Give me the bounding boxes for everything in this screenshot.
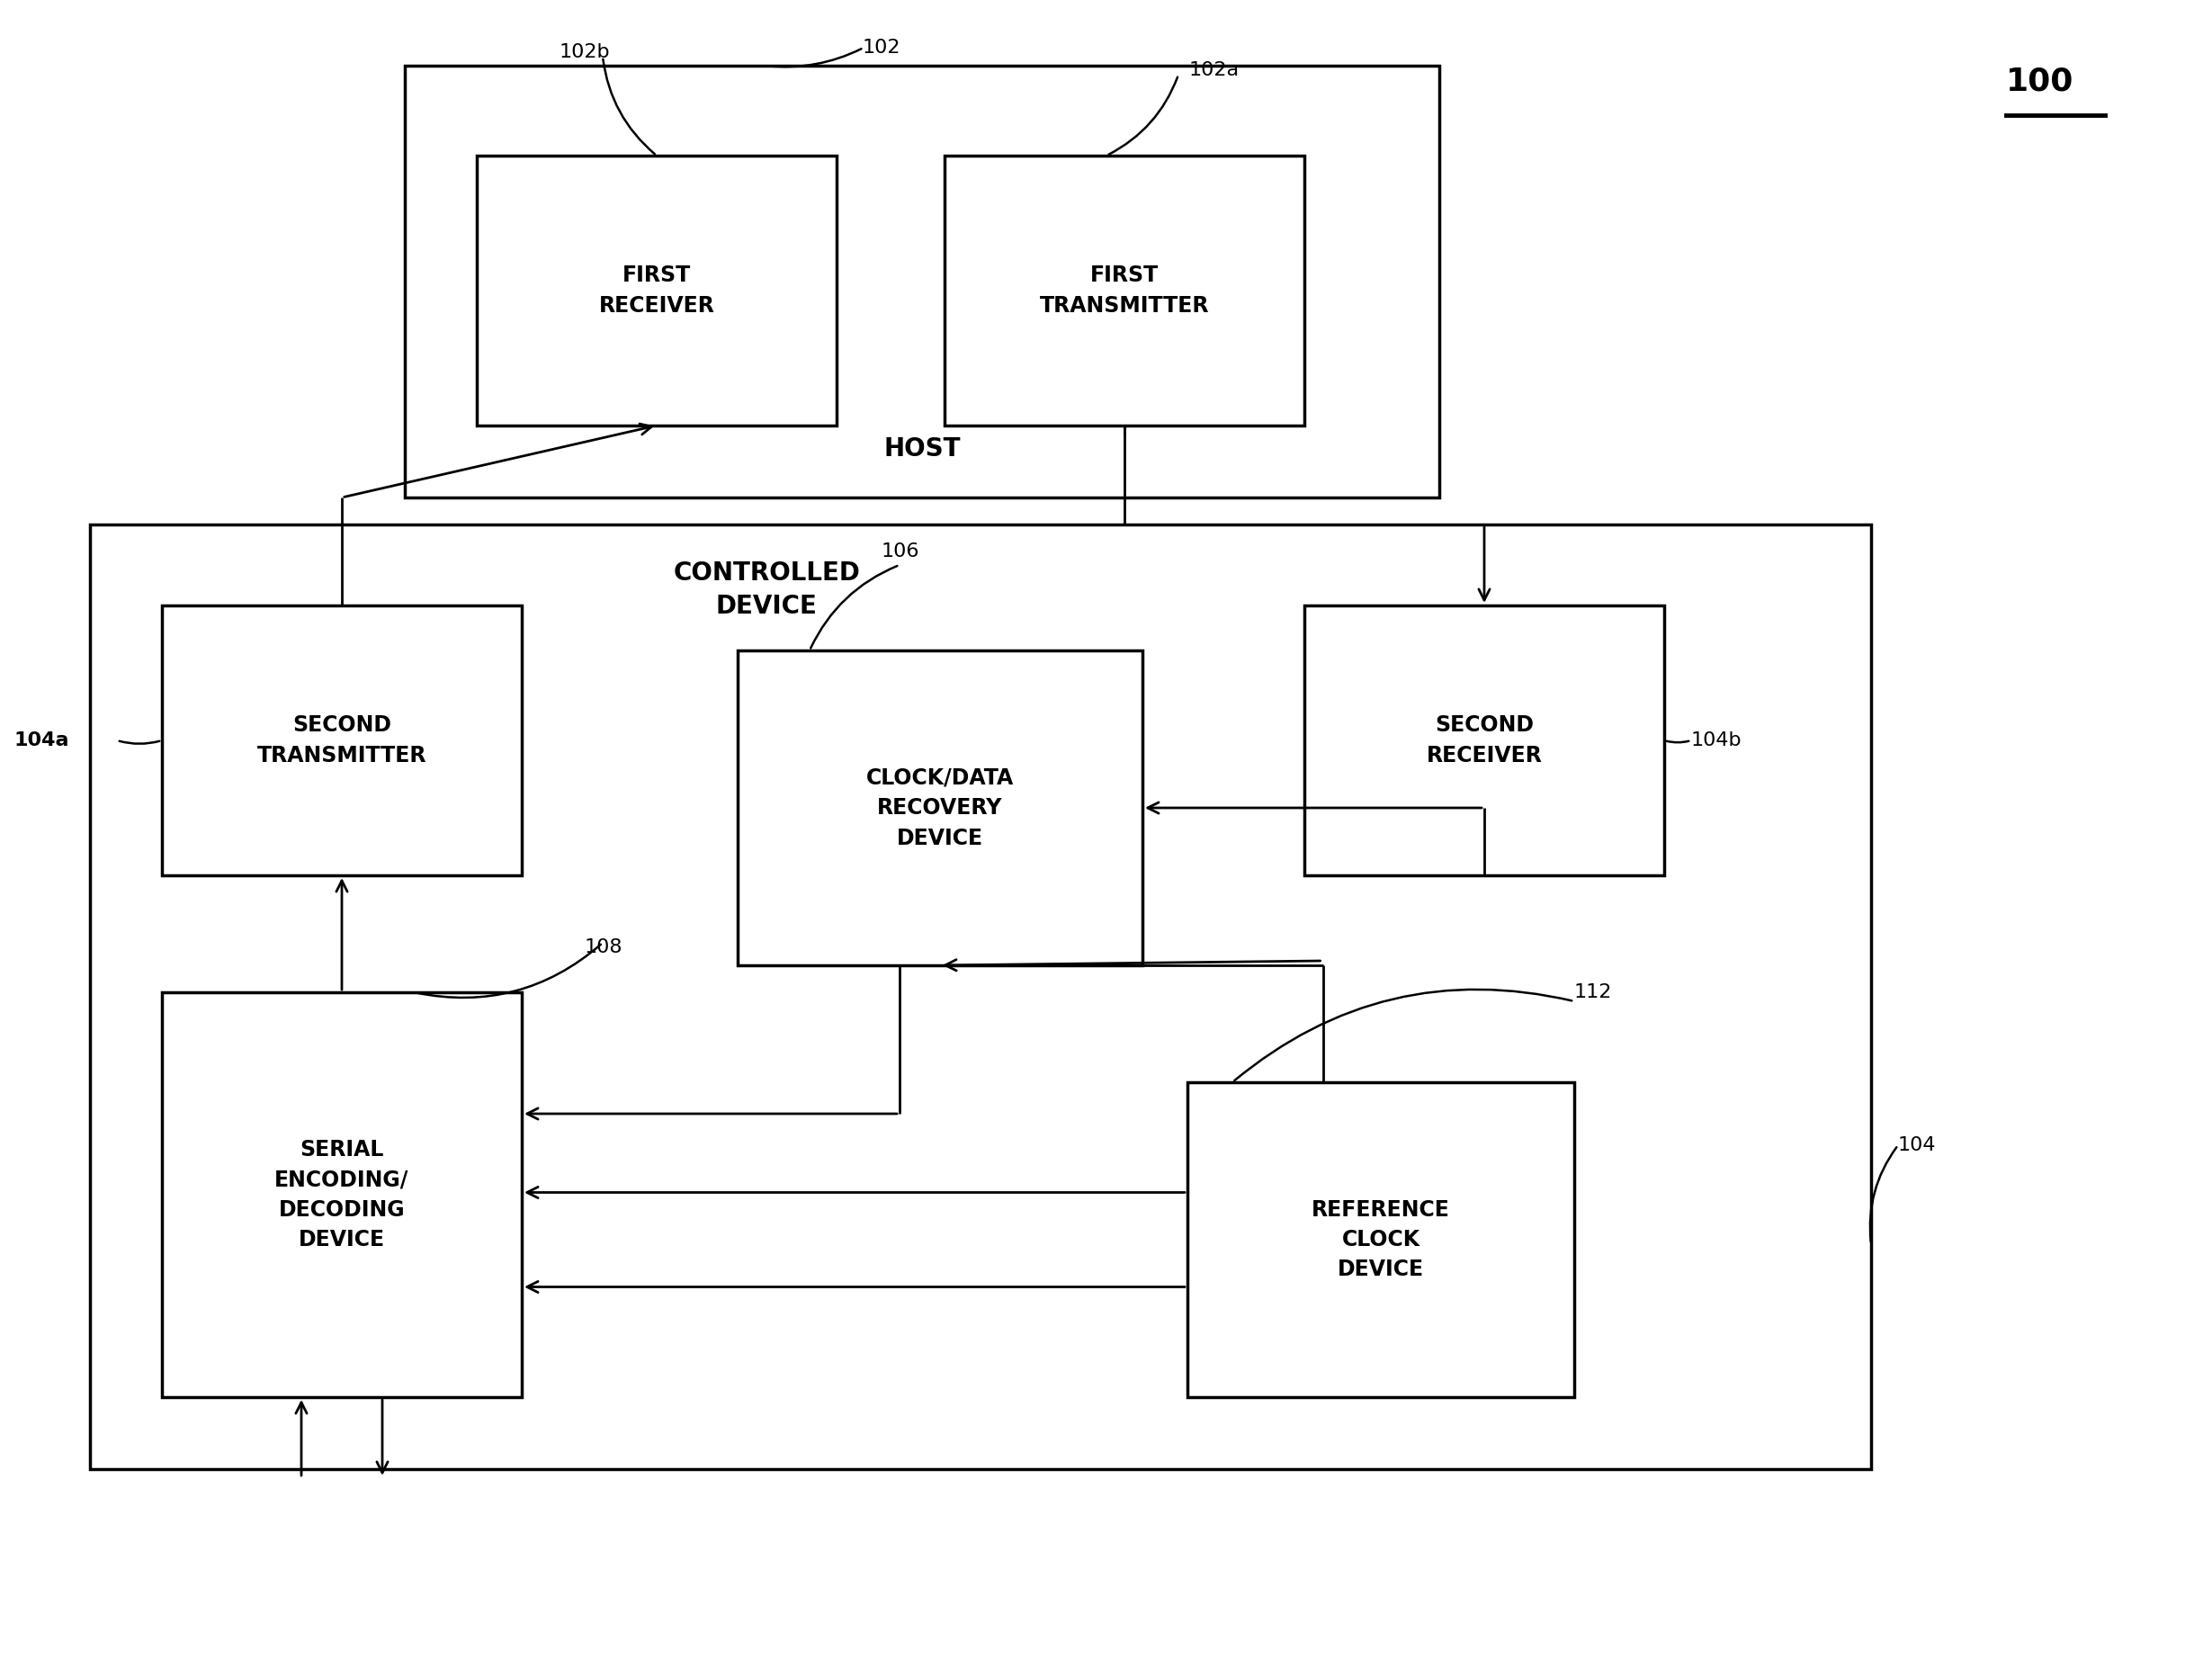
Text: FIRST
RECEIVER: FIRST RECEIVER: [599, 265, 714, 317]
Text: 106: 106: [883, 542, 920, 560]
Text: HOST: HOST: [883, 437, 960, 462]
Bar: [737, 650, 1141, 965]
Bar: [91, 525, 1871, 1469]
Text: 112: 112: [1575, 984, 1613, 1002]
Bar: [945, 155, 1305, 425]
Bar: [1188, 1082, 1575, 1397]
Text: 102b: 102b: [560, 43, 611, 62]
Bar: [161, 605, 522, 875]
Text: 102: 102: [863, 38, 900, 57]
Bar: [1305, 605, 1663, 875]
Text: 108: 108: [584, 939, 624, 957]
Text: CLOCK/DATA
RECOVERY
DEVICE: CLOCK/DATA RECOVERY DEVICE: [867, 767, 1013, 849]
Text: 100: 100: [2006, 65, 2075, 97]
Bar: [478, 155, 836, 425]
Text: 104: 104: [1898, 1137, 1936, 1154]
Text: 104b: 104b: [1692, 732, 1743, 750]
Bar: [161, 992, 522, 1397]
Text: 104a: 104a: [13, 732, 69, 750]
Text: CONTROLLED
DEVICE: CONTROLLED DEVICE: [672, 560, 860, 618]
Text: SERIAL
ENCODING/
DECODING
DEVICE: SERIAL ENCODING/ DECODING DEVICE: [274, 1139, 409, 1250]
Text: SECOND
TRANSMITTER: SECOND TRANSMITTER: [257, 715, 427, 767]
Bar: [405, 65, 1440, 497]
Text: 102a: 102a: [1190, 62, 1239, 78]
Text: FIRST
TRANSMITTER: FIRST TRANSMITTER: [1040, 265, 1210, 317]
Text: REFERENCE
CLOCK
DEVICE: REFERENCE CLOCK DEVICE: [1312, 1199, 1451, 1280]
Text: SECOND
RECEIVER: SECOND RECEIVER: [1427, 715, 1542, 767]
